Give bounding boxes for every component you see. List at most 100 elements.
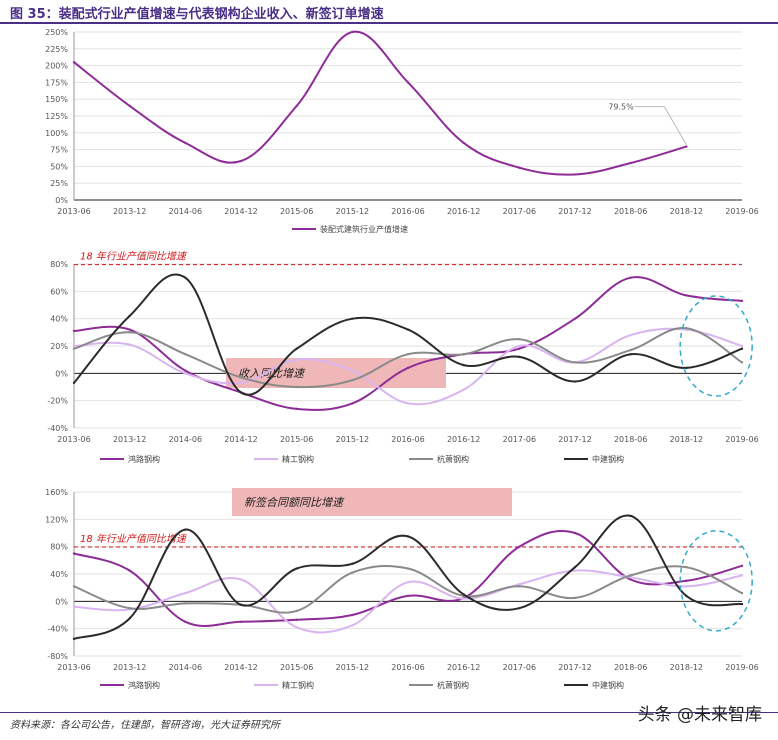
- y-tick-label: 100%: [45, 129, 68, 138]
- data-point: [685, 579, 688, 583]
- y-tick-label: -80%: [47, 652, 68, 661]
- data-point: [295, 347, 298, 350]
- x-tick-label: 2014-06: [169, 435, 202, 444]
- data-point: [406, 81, 410, 84]
- x-tick-label: 2014-12: [224, 207, 257, 216]
- x-tick-label: 2017-06: [503, 435, 536, 444]
- x-tick-label: 2016-12: [447, 663, 480, 672]
- x-tick-label: 2016-06: [391, 207, 424, 216]
- figure-title-bar: 图 35：装配式行业产值增速与代表钢构企业收入、新签订单增速: [0, 0, 778, 24]
- x-tick-label: 2019-06: [725, 435, 758, 444]
- y-tick-label: 40%: [50, 570, 68, 579]
- data-point: [72, 637, 76, 641]
- data-point: [72, 344, 76, 348]
- legend-entry: 中建钢构: [592, 454, 624, 464]
- data-point: [462, 141, 465, 145]
- x-tick-label: 2013-12: [113, 663, 146, 672]
- data-point: [295, 609, 298, 613]
- x-tick-label: 2017-06: [503, 207, 536, 216]
- watermark: 头条 @未来智库: [637, 705, 762, 725]
- x-tick-label: 2018-12: [670, 663, 703, 672]
- data-point: [295, 385, 298, 389]
- data-point: [740, 344, 744, 348]
- highlight-ellipse: [679, 295, 753, 397]
- data-point: [239, 578, 243, 581]
- data-point: [295, 358, 298, 361]
- data-point: [406, 366, 410, 370]
- y-tick-label: 0%: [55, 369, 68, 378]
- data-point: [184, 528, 187, 531]
- series-line-4: [73, 273, 743, 396]
- data-point: [629, 514, 632, 518]
- y-tick-label: 175%: [45, 78, 68, 87]
- data-point: [573, 531, 577, 535]
- legend-entry: 鸿路钢构: [128, 680, 160, 690]
- x-tick-label: 2017-12: [558, 207, 591, 216]
- data-point: [573, 317, 577, 320]
- x-tick-label: 2019-06: [725, 663, 758, 672]
- data-point: [518, 344, 521, 348]
- data-point: [685, 145, 688, 148]
- x-tick-label: 2014-06: [169, 207, 202, 216]
- y-tick-label: 250%: [45, 28, 68, 37]
- data-point: [518, 337, 521, 341]
- data-point: [462, 597, 465, 600]
- data-point: [184, 141, 187, 145]
- data-point: [740, 574, 744, 577]
- data-point: [72, 585, 76, 588]
- data-point: [573, 569, 577, 572]
- data-point: [351, 613, 354, 617]
- data-point: [462, 388, 465, 391]
- data-point: [629, 574, 632, 577]
- x-tick-label: 2017-12: [558, 435, 591, 444]
- data-point: [351, 369, 354, 372]
- data-point: [573, 596, 577, 600]
- data-point: [406, 567, 410, 570]
- x-tick-label: 2016-12: [447, 435, 480, 444]
- data-point: [184, 369, 187, 372]
- data-point: [351, 402, 354, 405]
- x-tick-label: 2014-06: [169, 663, 202, 672]
- data-point: [351, 378, 354, 382]
- data-point: [128, 104, 131, 108]
- legend-entry: 中建钢构: [592, 680, 624, 690]
- x-tick-label: 2018-06: [614, 435, 647, 444]
- data-point: [184, 276, 187, 279]
- data-point: [295, 618, 298, 621]
- series-group-label: 新签合同额同比增速: [244, 496, 345, 509]
- y-tick-label: 40%: [50, 315, 68, 324]
- series-line-1: [73, 276, 743, 411]
- y-tick-label: 60%: [50, 287, 68, 296]
- legend-entry: 鸿路钢构: [128, 454, 160, 464]
- data-point: [685, 366, 688, 370]
- reference-label: 18 年行业产值同比增速: [80, 251, 188, 263]
- data-point: [128, 343, 131, 346]
- y-tick-label: 200%: [45, 62, 68, 71]
- data-point: [72, 381, 76, 385]
- data-point: [406, 594, 410, 598]
- reference-label: 18 年行业产值同比增速: [80, 533, 188, 545]
- x-tick-label: 2015-12: [336, 207, 369, 216]
- x-tick-label: 2013-12: [113, 207, 146, 216]
- x-tick-label: 2016-12: [447, 207, 480, 216]
- x-tick-label: 2018-12: [670, 435, 703, 444]
- data-point: [462, 353, 465, 356]
- x-tick-label: 2018-12: [670, 207, 703, 216]
- data-point: [573, 361, 577, 364]
- data-point: [629, 348, 632, 352]
- data-point: [629, 276, 632, 279]
- data-point: [406, 353, 410, 356]
- data-point: [351, 30, 354, 34]
- chart-revenue-growth: -40% -20% 0% 20% 40% 60% 80% 2013-06 2013-12 2014…: [47, 251, 758, 464]
- data-point: [72, 605, 76, 608]
- x-tick-label: 2017-06: [503, 663, 536, 672]
- y-tick-label: 50%: [50, 162, 68, 171]
- data-point: [573, 380, 577, 383]
- y-tick-label: 0%: [55, 196, 68, 205]
- data-point: [406, 535, 410, 538]
- x-tick-label: 2015-06: [280, 435, 313, 444]
- data-point: [629, 353, 632, 356]
- data-point: [72, 329, 76, 333]
- y-tick-label: 80%: [50, 260, 68, 269]
- x-tick-label: 2015-12: [336, 435, 369, 444]
